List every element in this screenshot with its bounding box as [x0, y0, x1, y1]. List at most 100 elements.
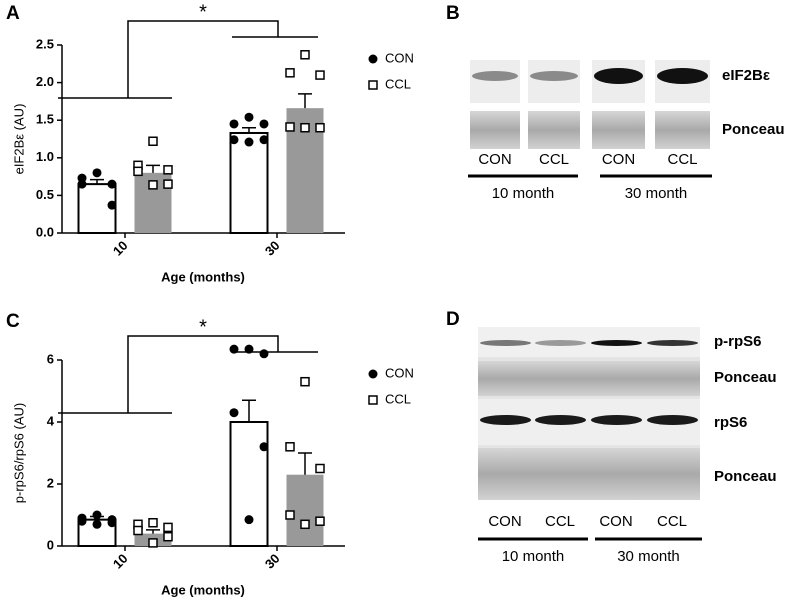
- legend-marker: [368, 369, 378, 379]
- x-tick-label: 30: [262, 238, 283, 259]
- bar: [229, 421, 269, 547]
- ponceau-lane: [655, 111, 710, 149]
- legend-label: CCL: [385, 391, 411, 406]
- data-point: [259, 442, 269, 452]
- row-label: Ponceau: [714, 369, 777, 386]
- row-label: p-rpS6: [714, 333, 762, 350]
- blot-lane: [528, 60, 580, 103]
- significance-label: *: [199, 1, 207, 23]
- row-label: rpS6: [714, 414, 747, 431]
- data-point: [285, 442, 295, 452]
- group-label: 10 month: [502, 548, 565, 565]
- ponceau-lane: [528, 111, 580, 149]
- row-label: Ponceau: [722, 121, 785, 138]
- data-point: [315, 463, 325, 474]
- legend-marker: [368, 54, 378, 64]
- data-point: [148, 136, 158, 147]
- group-label: 30 month: [625, 185, 688, 202]
- blot-strip: [478, 448, 700, 500]
- significance-bracket: [58, 335, 318, 414]
- ponceau-lane: [470, 111, 520, 149]
- error-bar: [242, 126, 256, 133]
- y-tick-label: 6: [47, 351, 54, 366]
- row-label: Ponceau: [714, 468, 777, 485]
- blot-band: [647, 340, 698, 346]
- error-bar: [90, 178, 104, 185]
- x-tick-label: 10: [110, 238, 131, 259]
- y-tick-label: 2.0: [36, 74, 54, 89]
- y-axis-label: p-rpS6/rpS6 (AU): [11, 403, 26, 503]
- data-point: [229, 119, 239, 129]
- data-point: [77, 179, 87, 189]
- data-point: [259, 349, 269, 359]
- data-point: [163, 165, 173, 175]
- legend-label: CCL: [385, 76, 411, 91]
- y-tick-label: 4: [47, 413, 55, 428]
- y-tick-label: 2.5: [36, 36, 54, 51]
- y-tick-label: 1.0: [36, 149, 54, 164]
- error-bar: [298, 93, 312, 109]
- data-point: [163, 531, 173, 542]
- y-tick-label: 2: [47, 475, 54, 490]
- blot-band: [480, 415, 531, 425]
- data-point: [315, 122, 325, 133]
- y-tick-label: 0.0: [36, 224, 54, 239]
- y-tick-label: 0.5: [36, 187, 54, 202]
- legend-label: CON: [385, 50, 414, 65]
- blot-lane: [470, 60, 520, 103]
- blot-band: [472, 71, 518, 81]
- blot-band: [535, 415, 586, 425]
- data-point: [163, 179, 173, 189]
- data-point: [285, 510, 295, 520]
- data-point: [229, 135, 239, 145]
- data-point: [285, 68, 295, 78]
- group-label: 30 month: [617, 548, 680, 565]
- panel-letter: C: [6, 311, 20, 332]
- data-point: [300, 376, 310, 387]
- data-point: [300, 122, 310, 133]
- legend-marker: [368, 395, 378, 405]
- data-point: [229, 408, 239, 418]
- data-point: [244, 515, 254, 525]
- data-point: [77, 516, 87, 526]
- lane-label: CCL: [545, 513, 575, 530]
- data-point: [300, 50, 310, 60]
- blot-band: [647, 415, 698, 425]
- panel-letter: A: [6, 3, 20, 24]
- data-point: [148, 180, 158, 190]
- blot-band: [591, 340, 642, 346]
- data-point: [92, 168, 102, 178]
- lane-label: CON: [488, 513, 521, 530]
- data-point: [300, 519, 310, 530]
- error-bar: [146, 529, 160, 534]
- data-point: [315, 516, 325, 526]
- data-point: [163, 522, 173, 533]
- legend-label: CON: [385, 365, 414, 380]
- data-point: [244, 137, 254, 147]
- data-point: [107, 518, 117, 528]
- data-point: [92, 510, 102, 520]
- legend-marker: [368, 80, 378, 90]
- bar: [229, 131, 269, 234]
- data-point: [244, 112, 254, 122]
- blot-band: [594, 68, 643, 84]
- x-tick-label: 10: [110, 551, 131, 572]
- blot-strip: [478, 361, 700, 396]
- data-point: [259, 135, 269, 145]
- x-axis-label: Age (months): [161, 269, 245, 284]
- lane-label: CCL: [539, 151, 569, 168]
- ponceau-lane: [592, 111, 645, 149]
- data-point: [107, 179, 117, 189]
- row-label: eIF2Bε: [722, 67, 770, 84]
- data-point: [148, 538, 158, 548]
- significance-bracket: [58, 20, 318, 99]
- x-axis-label: Age (months): [161, 582, 245, 597]
- significance-label: *: [199, 316, 207, 338]
- error-bar: [146, 164, 160, 173]
- lane-label: CON: [602, 151, 635, 168]
- data-point: [315, 70, 325, 80]
- data-point: [285, 122, 295, 132]
- panel-letter: B: [446, 3, 460, 24]
- data-point: [107, 200, 117, 210]
